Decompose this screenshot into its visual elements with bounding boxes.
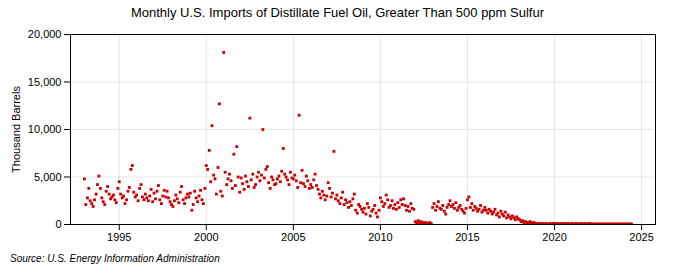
svg-text:2015: 2015 [455, 231, 479, 243]
svg-text:Thousand Barrels: Thousand Barrels [10, 86, 22, 173]
svg-text:2025: 2025 [629, 231, 653, 243]
svg-text:10,000: 10,000 [28, 123, 62, 135]
svg-text:2005: 2005 [281, 231, 305, 243]
svg-text:5,000: 5,000 [34, 171, 62, 183]
svg-text:20,000: 20,000 [28, 28, 62, 40]
svg-text:1995: 1995 [107, 231, 131, 243]
svg-text:2020: 2020 [542, 231, 566, 243]
svg-text:0: 0 [55, 218, 61, 230]
html-text:Monthly U.S. Imports of Distil: Monthly U.S. Imports of Distillate Fuel … [131, 5, 544, 20]
svg-text:15,000: 15,000 [28, 76, 62, 88]
svg-text:2010: 2010 [368, 231, 392, 243]
svg-text:2000: 2000 [194, 231, 218, 243]
html-text:Source: U.S. Energy Informatio: Source: U.S. Energy Information Administ… [10, 253, 220, 264]
